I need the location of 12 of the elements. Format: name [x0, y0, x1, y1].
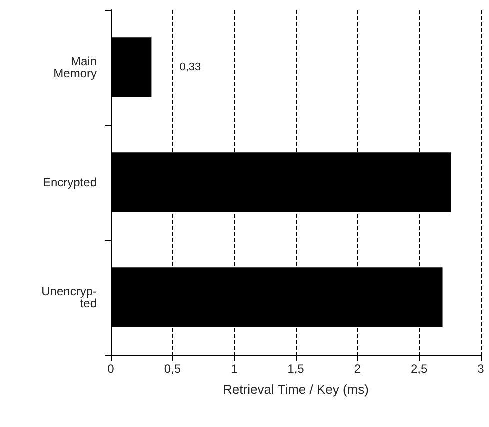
x-tick-label: 0 [108, 362, 115, 376]
x-tick-label: 0,5 [164, 362, 182, 376]
x-tick-label: 2 [354, 362, 362, 376]
y-tick-label: Main Memory [54, 54, 97, 80]
x-tick-label: 1,5 [288, 362, 305, 376]
x-tick-label: 3 [478, 362, 485, 376]
y-tick-label: Unencryp- ted [42, 284, 97, 310]
x-tick-label: 2,5 [410, 362, 428, 376]
x-tick-label: 1 [230, 362, 238, 376]
data-label: 0,33 [180, 62, 202, 74]
y-tick-label: Encrypted [42, 176, 97, 190]
x-axis-title: Retrieval Time / Key (ms) [223, 382, 369, 397]
